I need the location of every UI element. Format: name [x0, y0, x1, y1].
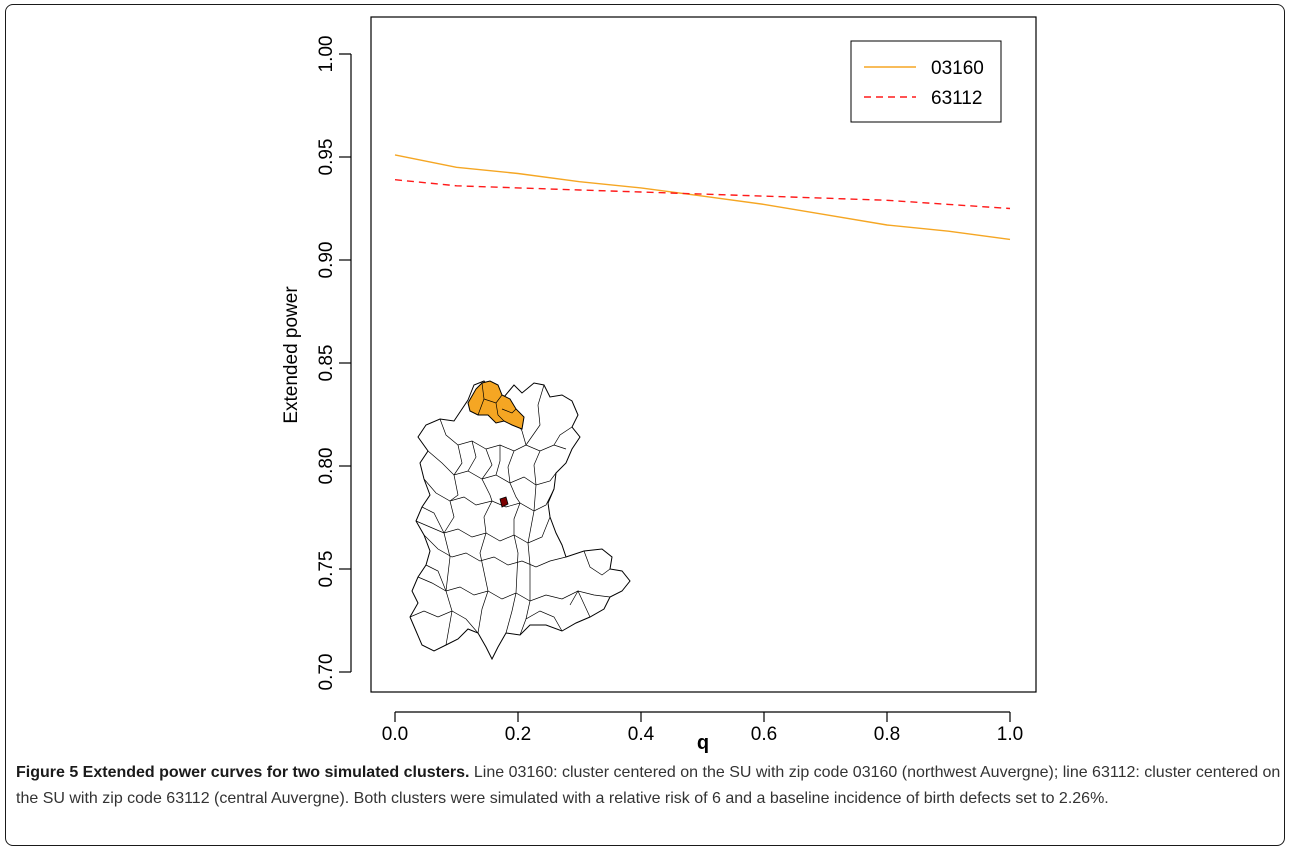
x-tick-label: 0.2	[505, 724, 531, 745]
y-axis: 0.70 0.75 0.80 0.85 0.90 0.95 1.00	[316, 36, 352, 691]
y-tick-label: 0.70	[316, 654, 337, 691]
legend-label-63112: 63112	[931, 88, 982, 109]
x-tick-label: 0.8	[874, 724, 900, 745]
cluster-63112-region	[499, 496, 509, 508]
caption-text: Line 03160: cluster centered on the SU w…	[16, 764, 1281, 807]
x-tick-label: 0.0	[382, 724, 408, 745]
legend-label-03160: 03160	[931, 58, 984, 79]
x-axis-label: q	[697, 732, 709, 754]
y-tick-label: 0.95	[316, 139, 337, 176]
series-layer	[394, 154, 1011, 241]
auvergne-map	[409, 380, 631, 661]
x-tick-label: 1.0	[997, 724, 1023, 745]
y-tick-label: 1.00	[316, 36, 337, 73]
x-tick-label: 0.6	[751, 724, 777, 745]
legend: 03160 63112	[850, 40, 1002, 123]
y-tick-label: 0.85	[316, 345, 337, 382]
series-line-63112	[394, 179, 1011, 210]
series-line-03160	[394, 154, 1011, 241]
y-tick-label: 0.75	[316, 551, 337, 588]
x-axis: 0.0 0.2 0.4 0.6 0.8 1.0	[382, 711, 1023, 745]
figure-caption: Figure 5 Extended power curves for two s…	[16, 760, 1281, 812]
y-tick-label: 0.80	[316, 448, 337, 485]
legend-box	[850, 40, 1002, 123]
y-axis-label: Extended power	[281, 286, 302, 424]
x-tick-label: 0.4	[628, 724, 655, 745]
figure-frame: 0.70 0.75 0.80 0.85 0.90 0.95 1.00 0.0 0.2 0.4 0.…	[5, 4, 1285, 846]
y-tick-label: 0.90	[316, 242, 337, 279]
line-chart: 0.700.750.800.850.900.951.00 0.0 0.2 0.4 0.…	[281, 16, 1037, 754]
plot-area-border	[370, 16, 1037, 693]
caption-title: Figure 5 Extended power curves for two s…	[16, 764, 470, 781]
